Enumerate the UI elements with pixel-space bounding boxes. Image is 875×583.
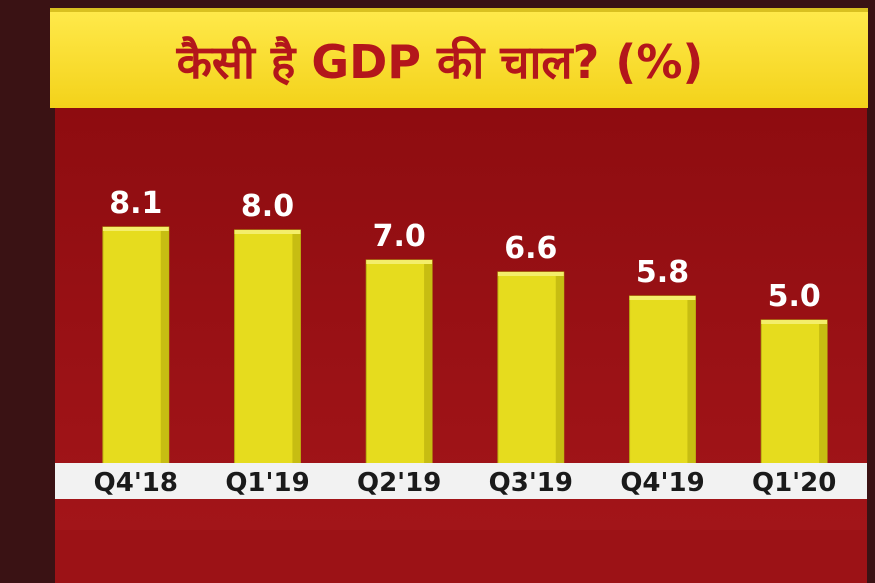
bar-side — [292, 233, 301, 470]
bar-side — [819, 323, 828, 470]
title-band-edge — [50, 8, 868, 12]
bottom-strip — [55, 530, 867, 583]
bar — [629, 295, 696, 471]
x-tick-label: Q4'19 — [620, 468, 704, 498]
x-tick-label: Q2'19 — [357, 468, 441, 498]
chart-title: कैसी है GDP की चाल? (%) — [176, 35, 704, 89]
bar — [102, 226, 170, 471]
category-band — [55, 463, 867, 499]
value-label: 5.0 — [768, 279, 821, 314]
x-tick-label: Q1'19 — [225, 468, 309, 498]
bar-side — [424, 263, 433, 470]
title-band — [50, 12, 868, 108]
value-label: 6.6 — [504, 231, 557, 266]
bar — [760, 319, 828, 471]
bar-side — [160, 230, 169, 470]
value-label: 8.1 — [109, 186, 162, 221]
bar-side — [687, 299, 696, 470]
bars: 8.1 8.0 7.0 6.6 5.8 5.0 — [102, 186, 828, 471]
bar — [365, 259, 433, 471]
bar-top — [761, 320, 828, 324]
bar-top — [497, 272, 564, 276]
value-label: 8.0 — [241, 189, 294, 224]
chart-panel — [55, 105, 867, 583]
bar-top — [234, 230, 301, 234]
x-tick-label: Q4'18 — [94, 468, 178, 498]
bar-top — [629, 296, 696, 300]
value-label: 5.8 — [636, 255, 689, 290]
bar-top — [102, 227, 169, 231]
bar-top — [366, 260, 433, 264]
x-tick-label: Q3'19 — [489, 468, 573, 498]
value-label: 7.0 — [373, 219, 426, 254]
bar — [234, 229, 301, 471]
bar-side — [555, 275, 564, 470]
category-labels: Q4'18 Q1'19 Q2'19 Q3'19 Q4'19 Q1'20 — [94, 468, 837, 498]
bar — [497, 271, 565, 471]
x-tick-label: Q1'20 — [752, 468, 836, 498]
